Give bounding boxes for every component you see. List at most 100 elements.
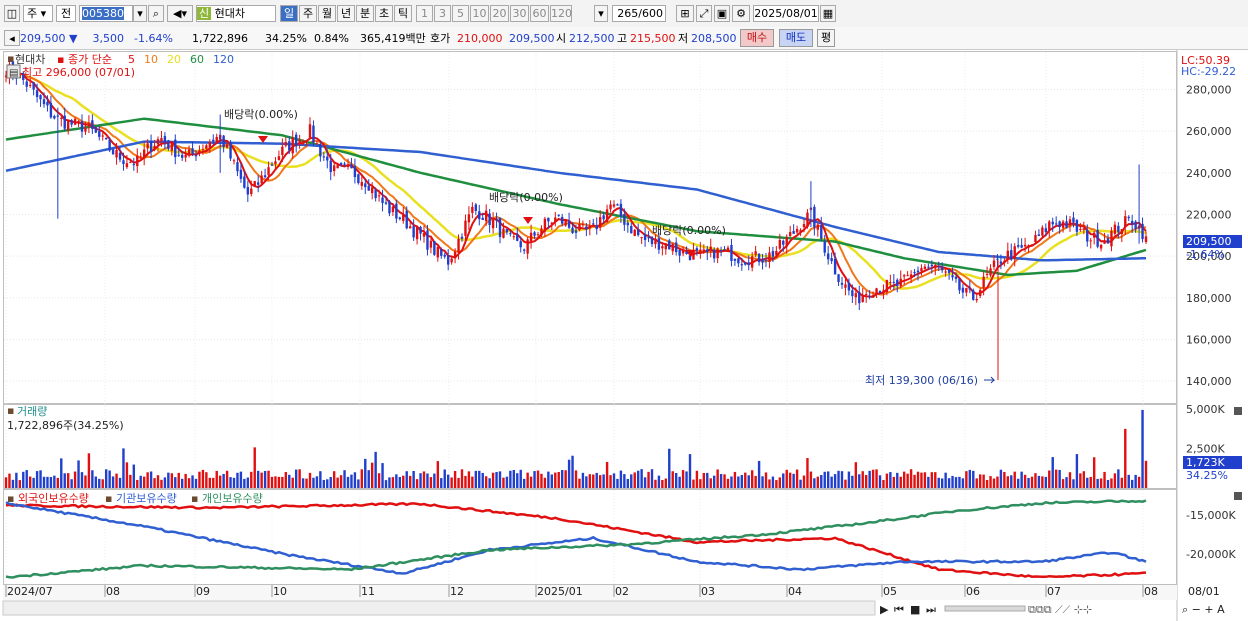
open-label: 시 (556, 32, 567, 45)
minute-button[interactable]: 120 (550, 5, 572, 22)
candle-body (844, 284, 847, 288)
volume-bar (243, 478, 246, 488)
indicator-icon[interactable]: ⊞ (676, 5, 694, 22)
minute-dropdown-icon[interactable]: ▾ (594, 5, 608, 22)
minute-button[interactable]: 1 (416, 5, 433, 22)
drawing-tools-icon[interactable]: ⧉⧉⧉ ⟋⟋ ⊹⊹ (1028, 603, 1092, 616)
volume-bar (187, 478, 191, 488)
stock-chart[interactable]: 280,000 260,000 240,000 220,000 200,000 180,0… (0, 50, 1248, 621)
draw-tool-icon[interactable]: ⤢ (696, 5, 712, 22)
period-button[interactable]: 년 (337, 5, 355, 22)
candle-body (816, 224, 820, 230)
close-pane-icon[interactable] (1234, 407, 1242, 415)
save-icon[interactable]: ▣ (714, 5, 730, 22)
holding-series (5, 499, 1147, 579)
bar-count-field[interactable]: 265/600 (612, 5, 666, 22)
close-pane-icon[interactable] (1234, 492, 1242, 500)
period-button[interactable]: 일 (280, 5, 298, 22)
chart-grid (4, 52, 1176, 584)
candle-body (474, 204, 478, 211)
volume-bar (122, 448, 125, 488)
candle-body (861, 295, 864, 302)
candle-body (91, 120, 94, 130)
market2-select[interactable]: 전 (56, 5, 76, 22)
ma-legend-item[interactable]: 120 (213, 53, 234, 66)
candle-body (174, 139, 177, 158)
period-button[interactable]: 분 (356, 5, 374, 22)
code-dropdown-icon[interactable]: ▾ (133, 5, 147, 22)
speaker-icon[interactable]: ◀▾ (167, 5, 193, 22)
volume-bar (222, 473, 225, 488)
candle-body (381, 197, 384, 204)
volume-bar (94, 476, 98, 488)
holding-legend-item[interactable]: 기관보유수량 (116, 492, 177, 505)
candle-body (267, 167, 270, 176)
volume-bar (764, 472, 768, 488)
minute-button[interactable]: 60 (530, 5, 549, 22)
ma-legend-prefix[interactable]: 종가 단순 (68, 53, 112, 66)
period-button[interactable]: 월 (318, 5, 336, 22)
volume-bar (111, 476, 115, 488)
candle-body (326, 156, 329, 161)
current-price-value: 209,500 (20, 32, 66, 45)
holding-legend-item[interactable]: 개인보유수량 (202, 492, 263, 505)
candle-body (353, 166, 357, 178)
volume-bar (619, 470, 623, 488)
period-button[interactable]: 초 (375, 5, 393, 22)
volume-bar (1041, 476, 1044, 488)
volume-bar (146, 472, 149, 488)
candle-body (132, 164, 136, 166)
sell-button[interactable]: 매도 (779, 29, 813, 47)
candle-body (319, 144, 322, 157)
period-button[interactable]: 주 (299, 5, 317, 22)
volume-bar (1075, 454, 1079, 488)
scroll-back-icon[interactable]: ⏮ (894, 603, 904, 616)
prev-icon[interactable]: ◂ (4, 30, 20, 46)
gear-icon[interactable]: ⚙ (732, 5, 750, 22)
ma-legend-item[interactable]: 10 (144, 53, 158, 66)
candle-body (32, 82, 35, 90)
scroll-forward-icon[interactable]: ⏭ (926, 603, 936, 616)
volume-bar (516, 473, 519, 488)
ma-legend-item[interactable]: 5 (128, 53, 135, 66)
minute-button[interactable]: 5 (452, 5, 469, 22)
x-axis-tick: 07 (1047, 585, 1061, 598)
search-icon[interactable]: ⌕ (148, 5, 164, 22)
volume-bar (623, 474, 626, 488)
stock-code-input[interactable]: 005380 (79, 5, 133, 22)
volume-bar (174, 477, 177, 488)
date-field[interactable]: 2025/08/01 (753, 5, 819, 22)
market-select[interactable]: 주 ▾ (23, 5, 53, 22)
chart-grid-icon[interactable] (6, 64, 21, 79)
volume-bar (730, 476, 733, 488)
zoom-slider[interactable] (944, 605, 1026, 612)
candle-body (194, 155, 198, 157)
scroll-right-icon[interactable]: ▶ (880, 603, 889, 616)
holding-legend-item[interactable]: 외국인보유수량 (18, 492, 89, 505)
minute-button[interactable]: 3 (434, 5, 451, 22)
buy-button[interactable]: 매수 (740, 29, 774, 47)
minute-button[interactable]: 30 (510, 5, 529, 22)
volume-bar (364, 458, 367, 488)
volume-bar (972, 470, 975, 488)
candle-body (1010, 250, 1013, 260)
volume-bar (177, 472, 180, 488)
minute-button[interactable]: 20 (490, 5, 509, 22)
price-pane-title[interactable]: 현대차 (15, 53, 45, 66)
minute-button[interactable]: 10 (470, 5, 489, 22)
eval-button[interactable]: 평 (817, 29, 835, 47)
calendar-icon[interactable]: ▦ (820, 5, 836, 22)
ma-legend-item[interactable]: 20 (167, 53, 181, 66)
volume-pane-title[interactable]: 거래량 (17, 405, 47, 418)
price-axis-tick: 180,000 (1186, 292, 1232, 305)
ask-value: 209,500 (509, 32, 555, 45)
volume-bar (574, 470, 578, 488)
stop-icon[interactable]: ■ (910, 603, 920, 616)
ma-legend-item[interactable]: 60 (190, 53, 204, 66)
window-menu-icon[interactable]: ◫ (4, 5, 20, 22)
chart-scrollbar[interactable] (2, 600, 876, 616)
period-button[interactable]: 틱 (394, 5, 412, 22)
candle-body (142, 149, 146, 158)
stock-name-field[interactable]: 신 현대차 (196, 5, 276, 22)
zoom-icon[interactable]: ⌕ − + A (1182, 603, 1225, 616)
